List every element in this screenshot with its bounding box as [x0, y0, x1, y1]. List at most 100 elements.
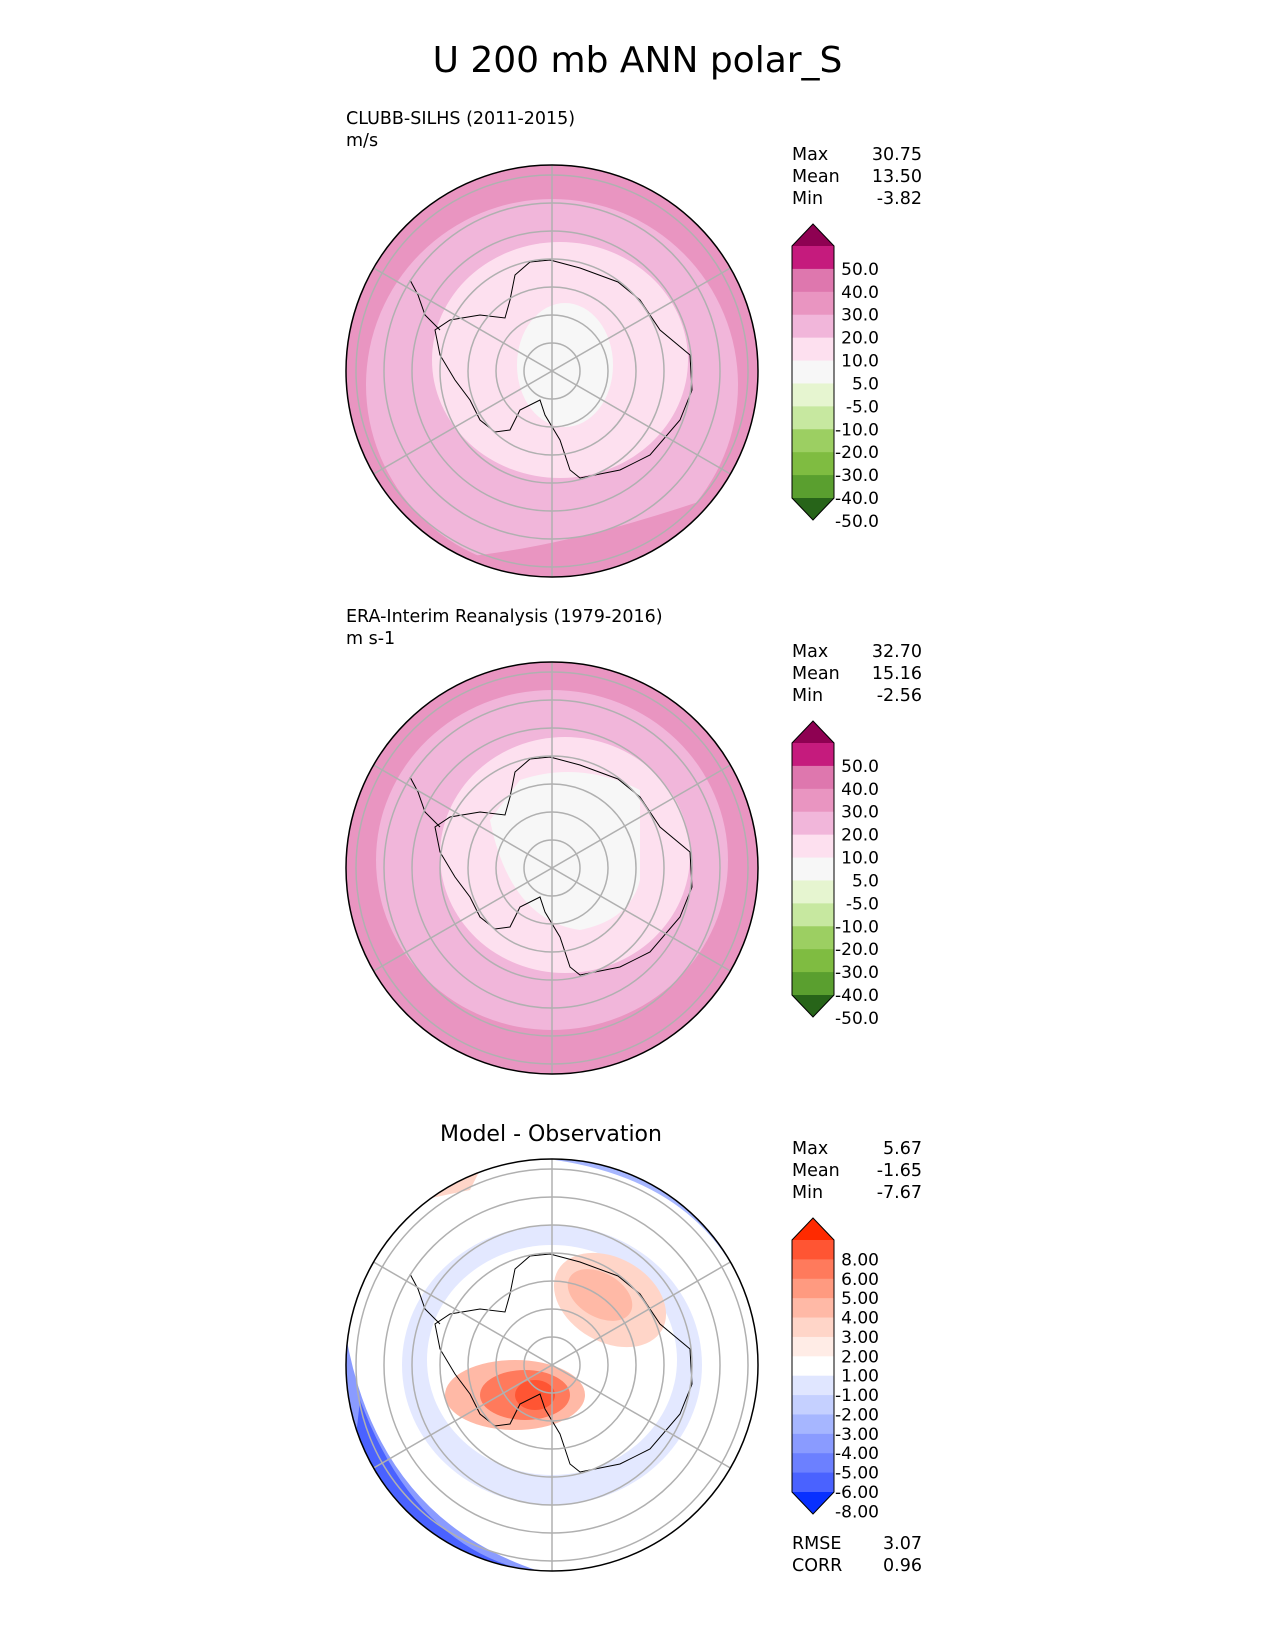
colorbar-segment — [792, 949, 834, 973]
colorbar-segment — [792, 337, 834, 362]
colorbar-tick-label: -3.00 — [835, 1425, 879, 1445]
panel2-map-border — [345, 661, 759, 1075]
colorbar-tick-label: -8.00 — [835, 1502, 879, 1522]
colorbar-segment — [792, 1259, 834, 1280]
stat-value: 5.67 — [883, 1139, 922, 1159]
colorbar-segment — [792, 926, 834, 950]
panel1-graticule — [355, 165, 749, 577]
colorbar-segment — [792, 880, 834, 904]
colorbar-segment — [792, 1336, 834, 1357]
colorbar-tick-label: -50.0 — [835, 1009, 879, 1029]
colorbar-tick-label: 6.00 — [841, 1270, 879, 1290]
colorbar-segment — [792, 1414, 834, 1435]
colorbar-segment — [792, 1472, 834, 1493]
panel1-colorbar: 50.0 40.0 30.0 20.0 10.05.0 -5.0 -10.0 -20.0 -30… — [791, 223, 879, 532]
colorbar-segment — [792, 291, 834, 316]
panel3-error-stats: RMSE 3.07 CORR 0.96 — [792, 1533, 922, 1577]
colorbar-extend-top — [792, 1218, 834, 1240]
colorbar-segment — [792, 406, 834, 430]
stat-label: Min — [792, 189, 824, 209]
colorbar-outline — [791, 720, 835, 1018]
stat-label: Min — [792, 1183, 824, 1203]
colorbar-segment — [792, 1433, 834, 1454]
colorbar-tick-label: -4.00 — [835, 1444, 879, 1464]
colorbar-tick-label: 8.00 — [841, 1250, 879, 1270]
colorbar-tick-label: 5.00 — [841, 1289, 879, 1309]
colorbar-tick-label: -10.0 — [835, 917, 879, 937]
stat-label: Max — [792, 642, 829, 662]
stat-value: 32.70 — [871, 642, 922, 662]
colorbar-segment — [792, 314, 834, 339]
colorbar-tick-label: 4.00 — [841, 1309, 879, 1329]
colorbar-extend-bottom — [792, 995, 834, 1017]
colorbar-segment — [792, 1395, 834, 1415]
colorbar-segment — [792, 429, 834, 453]
colorbar-segment — [792, 383, 834, 407]
colorbar-segment — [792, 903, 834, 927]
colorbar-extend-top — [792, 721, 834, 743]
stat-value: 15.16 — [871, 664, 922, 684]
colorbar-segment — [792, 1356, 834, 1377]
colorbar-segment — [792, 788, 834, 813]
panel3-antarctica-coastline — [409, 1253, 693, 1473]
colorbar-tick-label: 20.0 — [841, 826, 879, 846]
stat-value: -3.82 — [876, 189, 922, 209]
colorbar-segment — [792, 452, 834, 476]
colorbar-segment — [792, 765, 834, 790]
colorbar-outline — [791, 1217, 835, 1515]
colorbar-tick-label: 40.0 — [841, 780, 879, 800]
stat-label: Mean — [792, 167, 840, 187]
colorbar-outline — [791, 223, 835, 521]
colorbar-segment — [792, 268, 834, 293]
panel3-colorbar: 8.006.005.004.003.002.001.00-1.00-2.00-3… — [791, 1217, 879, 1522]
stat-value: 13.50 — [871, 167, 922, 187]
panel1-stats: Max 30.75 Mean 13.50 Min -3.82 — [792, 144, 922, 210]
colorbar-segment — [792, 834, 834, 859]
colorbar-tick-label: 30.0 — [841, 306, 879, 326]
colorbar-tick-label: 50.0 — [841, 757, 879, 777]
panel2-units: m s-1 — [346, 629, 396, 649]
colorbar-extend-bottom — [792, 1492, 834, 1514]
colorbar-extend-bottom — [792, 498, 834, 520]
colorbar-tick-label: 5.0 — [852, 374, 879, 394]
colorbar-tick-label: 20.0 — [841, 329, 879, 349]
stat-value: -2.56 — [876, 686, 922, 706]
colorbar-tick-label: 50.0 — [841, 260, 879, 280]
colorbar-segment — [792, 811, 834, 836]
colorbar-segment — [792, 1453, 834, 1474]
colorbar-tick-label: 10.0 — [841, 352, 879, 372]
colorbar-tick-label: -5.00 — [835, 1464, 879, 1484]
panel3-stats: Max 5.67 Mean -1.65 Min -7.67 — [792, 1138, 922, 1204]
panel1-antarctica-coastline — [409, 259, 693, 479]
panel2-colorbar: 50.0 40.0 30.0 20.0 10.05.0 -5.0 -10.0 -20.0 -30… — [791, 720, 879, 1029]
panel1-map-border — [345, 164, 759, 578]
stat-label: Max — [792, 1139, 829, 1159]
panel2-stats: Max 32.70 Mean 15.16 Min -2.56 — [792, 641, 922, 707]
colorbar-tick-label: -50.0 — [835, 512, 879, 532]
colorbar-tick-label: -20.0 — [835, 443, 879, 463]
stat-label: Mean — [792, 664, 840, 684]
stat-label: CORR — [792, 1556, 843, 1576]
colorbar-tick-label: 5.0 — [852, 871, 879, 891]
panel1-label: CLUBB-SILHS (2011-2015) m/s — [346, 108, 575, 152]
panel2-antarctica-coastline — [409, 756, 693, 976]
colorbar-tick-label: -5.0 — [846, 894, 879, 914]
colorbar-tick-label: -20.0 — [835, 940, 879, 960]
stat-label: Min — [792, 686, 824, 706]
colorbar-tick-label: -30.0 — [835, 963, 879, 983]
colorbar-segment — [792, 1375, 834, 1396]
colorbar-tick-label: -6.00 — [835, 1483, 879, 1503]
stat-value: 0.96 — [883, 1556, 922, 1576]
colorbar-segment — [792, 1240, 834, 1260]
colorbar-tick-label: -40.0 — [835, 986, 879, 1006]
panel2-label: ERA-Interim Reanalysis (1979-2016) m s-1 — [346, 606, 663, 650]
colorbar-segment — [792, 857, 834, 881]
colorbar-tick-label: 2.00 — [841, 1347, 879, 1367]
panel1-dataset: CLUBB-SILHS (2011-2015) — [346, 109, 576, 129]
stat-value: -7.67 — [876, 1183, 922, 1203]
colorbar-tick-label: -2.00 — [835, 1405, 879, 1425]
panel2-dataset: ERA-Interim Reanalysis (1979-2016) — [346, 607, 663, 627]
colorbar-extend-top — [792, 224, 834, 246]
colorbar-tick-label: 1.00 — [841, 1367, 879, 1387]
